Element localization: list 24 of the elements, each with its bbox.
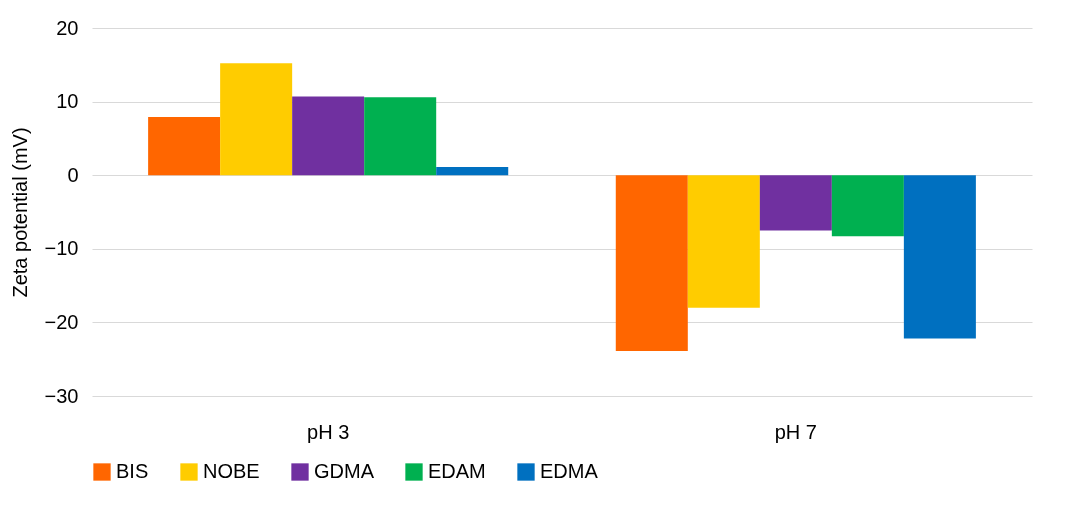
bar — [759, 175, 832, 231]
y-tick-label: −10 — [44, 237, 79, 260]
y-tick-label: −30 — [44, 384, 79, 407]
bar — [687, 175, 760, 308]
bar — [292, 96, 365, 176]
bar — [220, 63, 293, 176]
bar — [903, 175, 976, 339]
legend-label: NOBE — [203, 460, 260, 482]
y-tick-label: 10 — [56, 90, 79, 113]
y-axis-title: Zeta potential (mV) — [8, 127, 31, 298]
legend-label: EDMA — [540, 460, 599, 482]
bar — [831, 175, 904, 237]
bar — [364, 97, 437, 176]
x-tick-label: pH 7 — [774, 420, 817, 443]
bar — [615, 175, 688, 352]
y-tick-label: 20 — [56, 16, 79, 39]
legend-label: EDAM — [428, 460, 486, 482]
legend-label: BIS — [116, 460, 149, 482]
y-tick-label: 0 — [67, 163, 79, 186]
bar — [436, 167, 509, 176]
legend-label: GDMA — [314, 460, 375, 482]
bar — [148, 117, 221, 176]
x-tick-label: pH 3 — [307, 420, 350, 443]
y-tick-label: −20 — [44, 310, 79, 333]
